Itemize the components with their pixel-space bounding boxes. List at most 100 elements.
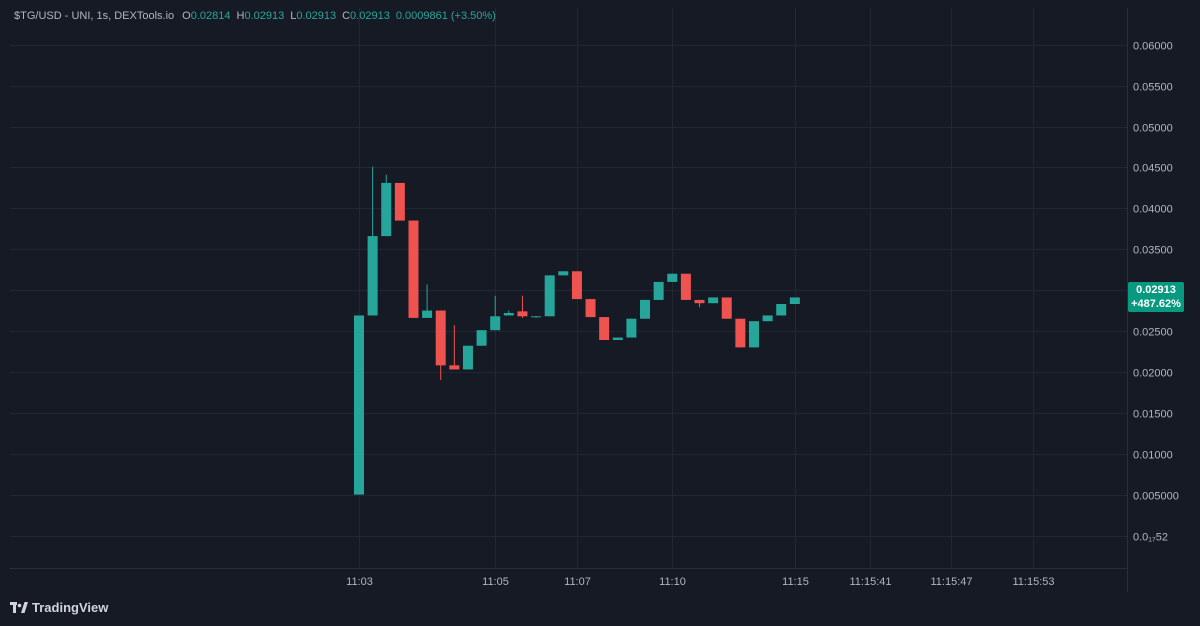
time-tick-label: 11:03	[346, 576, 373, 588]
candle-up[interactable]	[381, 174, 392, 237]
price-tick-label: 0.02500	[1133, 327, 1173, 339]
candle-down[interactable]	[721, 297, 732, 319]
candle-up[interactable]	[640, 299, 651, 319]
candle-body	[558, 271, 569, 276]
price-tick-label: 0.05000	[1133, 123, 1173, 135]
high-label: H	[236, 10, 245, 22]
candle-body	[544, 275, 555, 317]
price-tick-label: 0.06000	[1133, 41, 1173, 53]
candle-up[interactable]	[490, 295, 501, 331]
candle-up[interactable]	[789, 297, 800, 305]
candle-down[interactable]	[735, 318, 746, 348]
candle-down[interactable]	[449, 325, 460, 370]
candle-body	[394, 182, 405, 221]
change-value: 0.0009861 (+3.50%)	[395, 10, 496, 22]
last-price-value: 0.02913	[1136, 284, 1176, 297]
candle-body	[626, 318, 637, 338]
candle-body	[612, 337, 623, 340]
candle-up[interactable]	[503, 310, 514, 316]
close-label: C	[342, 10, 351, 22]
candle-up[interactable]	[667, 273, 678, 282]
candle-down[interactable]	[571, 271, 582, 300]
candle-body	[585, 299, 596, 318]
candle-up[interactable]	[762, 315, 773, 322]
candle-up[interactable]	[354, 315, 364, 495]
price-tick-label: 0.01500	[1133, 409, 1173, 421]
candle-body	[381, 182, 392, 237]
candle-body	[599, 317, 610, 340]
candle-body	[735, 318, 746, 348]
candle-down[interactable]	[599, 317, 610, 340]
price-tick-label: 0.0₁₇52	[1133, 532, 1168, 544]
candle-body	[490, 316, 501, 331]
candle-up[interactable]	[708, 297, 719, 304]
candle-body	[449, 365, 460, 370]
price-tick-label: 0.02000	[1133, 368, 1173, 380]
last-price-badge: 0.02913 +487.62%	[1128, 282, 1184, 313]
price-tick-label: 0.01000	[1133, 450, 1173, 462]
candle-body	[462, 345, 473, 370]
candle-body	[708, 297, 719, 304]
candle-body	[789, 297, 800, 305]
candle-body	[422, 310, 433, 318]
candle-body	[667, 273, 678, 282]
candle-up[interactable]	[612, 337, 623, 340]
candle-down[interactable]	[680, 273, 691, 300]
candle-body	[435, 310, 446, 366]
candle-body	[694, 299, 705, 304]
candle-body	[531, 316, 542, 318]
candle-up[interactable]	[531, 316, 542, 318]
time-tick-label: 11:15	[782, 576, 809, 588]
candle-up[interactable]	[776, 304, 787, 316]
candle-up[interactable]	[626, 318, 637, 338]
candle-body	[748, 321, 759, 348]
price-tick-label: 0.03500	[1133, 245, 1173, 257]
candle-body	[517, 311, 528, 317]
candle-up[interactable]	[653, 281, 664, 300]
candle-up[interactable]	[422, 284, 433, 318]
candle-body	[503, 313, 514, 316]
symbol-legend: $TG/USD - UNI, 1s, DEXTools.io O 0.02814 …	[14, 10, 502, 22]
candle-down[interactable]	[694, 299, 705, 308]
candle-down[interactable]	[435, 310, 446, 381]
candle-body	[640, 299, 651, 319]
candle-down[interactable]	[517, 295, 528, 318]
price-tick-label: 0.04500	[1133, 163, 1173, 175]
price-tick-label: 0.005000	[1133, 491, 1179, 503]
open-label: O	[182, 10, 191, 22]
time-tick-label: 11:15:41	[849, 576, 891, 588]
time-tick-label: 11:10	[659, 576, 686, 588]
candle-down[interactable]	[408, 220, 419, 318]
time-tick-label: 11:15:47	[930, 576, 972, 588]
candle-down[interactable]	[585, 299, 596, 318]
candle-down[interactable]	[394, 182, 405, 221]
candle-up[interactable]	[367, 166, 378, 316]
time-tick-label: 11:05	[482, 576, 509, 588]
symbol-title: $TG/USD - UNI, 1s, DEXTools.io	[14, 10, 175, 22]
open-value: 0.02814	[190, 10, 231, 22]
last-price-change: +487.62%	[1131, 298, 1181, 311]
candle-body	[571, 271, 582, 300]
time-axis-labels: 11:03 11:05 11:07 11:10 11:15 11:15:41 11:15:4…	[346, 576, 1054, 588]
candle-body	[776, 304, 787, 316]
close-value: 0.02913	[350, 10, 390, 22]
candle-body	[354, 315, 364, 495]
candle-body	[653, 281, 664, 300]
high-value: 0.02913	[244, 10, 285, 22]
price-tick-label: 0.04000	[1133, 204, 1173, 216]
candle-up[interactable]	[462, 345, 473, 370]
candle-body	[367, 236, 378, 316]
tradingview-logo[interactable]: TradingView	[10, 600, 108, 615]
candle-up[interactable]	[558, 271, 569, 276]
candle-up[interactable]	[748, 321, 759, 348]
time-tick-label: 11:15:53	[1012, 576, 1054, 588]
candle-up[interactable]	[544, 275, 555, 317]
time-tick-label: 11:07	[564, 576, 591, 588]
candle-body	[680, 273, 691, 300]
tradingview-logo-text: TradingView	[32, 600, 109, 615]
price-tick-label: 0.05500	[1133, 82, 1173, 94]
candle-up[interactable]	[476, 330, 487, 346]
candle-body	[762, 315, 773, 322]
